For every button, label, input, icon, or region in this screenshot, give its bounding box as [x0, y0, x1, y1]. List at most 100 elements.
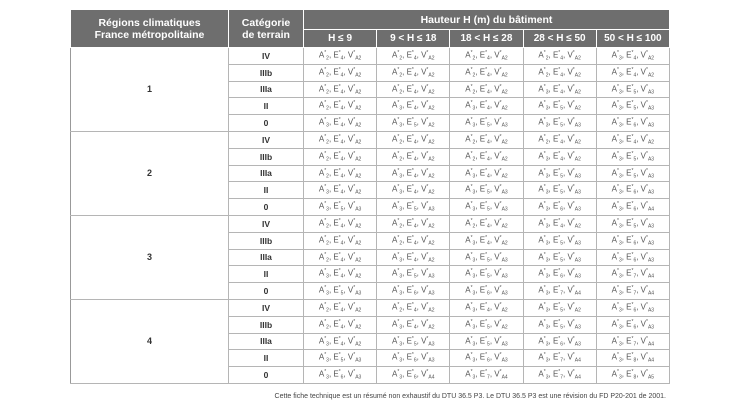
- classification-cell: A*3, E*7, V*A4: [522, 282, 597, 300]
- v-class: A3: [647, 122, 655, 129]
- v-class: A4: [574, 358, 581, 365]
- a-class: 2: [545, 139, 549, 146]
- a-class: 3: [545, 89, 549, 96]
- v-class: A3: [647, 106, 655, 113]
- e-class: 5: [560, 324, 564, 331]
- e-class: 4: [340, 139, 344, 146]
- v-class: A3: [647, 190, 655, 197]
- e-class: 5: [633, 106, 637, 113]
- classification-cell: A*3, E*6, V*A3: [595, 248, 671, 267]
- a-class: 3: [618, 206, 622, 213]
- classification-cell: A*3, E*4, V*A2: [449, 164, 524, 183]
- v-class: A4: [574, 290, 581, 297]
- header-category-line2: de terrain: [242, 28, 290, 41]
- table-row: IIIa A*3, E*4, V*A2 A*3, E*5, V*A3 A*3, E*5…: [71, 332, 671, 351]
- classification-cell: A*3, E*4, V*A2: [302, 181, 378, 200]
- a-class: 3: [399, 173, 403, 180]
- e-class: 4: [633, 139, 637, 146]
- e-class: 4: [633, 55, 637, 62]
- v-class: A2: [574, 55, 581, 62]
- region-label: 4: [70, 298, 229, 384]
- v-class: A3: [574, 341, 581, 348]
- classification-cell: A*3, E*5, V*A3: [449, 181, 524, 200]
- table-row: II A*3, E*4, V*A2 A*3, E*4, V*A2 A*3, E*5, …: [71, 181, 671, 200]
- classification-cell: A*3, E*6, V*A3: [376, 349, 451, 368]
- e-class: 5: [633, 156, 637, 163]
- e-class: 6: [413, 374, 417, 381]
- e-class: 4: [413, 307, 417, 314]
- v-class: A3: [355, 206, 362, 213]
- a-class: 3: [399, 290, 403, 297]
- terrain-category: IIIa: [228, 332, 304, 351]
- v-class: A2: [574, 139, 581, 146]
- e-class: 4: [560, 89, 564, 96]
- v-class: A2: [501, 173, 508, 180]
- a-class: 2: [399, 89, 403, 96]
- v-class: A3: [574, 206, 581, 213]
- a-class: 3: [618, 106, 622, 113]
- a-class: 3: [399, 190, 403, 197]
- a-class: 3: [618, 190, 622, 197]
- v-class: A3: [501, 190, 508, 197]
- e-class: 4: [413, 89, 417, 96]
- terrain-category: II: [228, 349, 304, 368]
- a-class: 3: [618, 156, 622, 163]
- table-row: IIIb A*2, E*4, V*A2 A*3, E*4, V*A2 A*3, E*5…: [71, 315, 671, 334]
- a-class: 2: [326, 156, 329, 163]
- v-class: A2: [355, 240, 362, 247]
- a-class: 2: [399, 223, 403, 230]
- v-class: A2: [428, 156, 435, 163]
- v-class: A2: [428, 324, 435, 331]
- e-class: 4: [340, 55, 344, 62]
- classification-cell: A*3, E*4, V*A2: [302, 265, 378, 284]
- terrain-category: IIIa: [228, 248, 304, 267]
- e-class: 5: [487, 257, 490, 264]
- classification-cell: A*2, E*4, V*A2: [376, 298, 451, 317]
- classification-cell: A*3, E*6, V*A3: [522, 265, 597, 284]
- v-class: A2: [355, 274, 362, 281]
- e-class: 4: [413, 156, 417, 163]
- classification-cell: A*2, E*4, V*A2: [449, 147, 524, 166]
- classification-cell: A*3, E*5, V*A3: [595, 214, 671, 233]
- v-class: A4: [501, 374, 508, 381]
- classification-cell: A*3, E*6, V*A4: [595, 198, 671, 216]
- a-class: 2: [326, 257, 329, 264]
- terrain-category: IIIb: [228, 147, 304, 166]
- classification-cell: A*3, E*4, V*A2: [376, 315, 451, 334]
- a-class: 3: [618, 274, 622, 281]
- v-class: A2: [501, 89, 508, 96]
- v-class: A3: [647, 324, 655, 331]
- e-class: 6: [633, 257, 637, 264]
- e-class: 5: [633, 89, 637, 96]
- a-class: 3: [399, 257, 403, 264]
- header-height-group: Hauteur H (m) du bâtiment: [303, 9, 670, 30]
- v-class: A2: [428, 223, 435, 230]
- terrain-category: IV: [228, 130, 304, 149]
- v-class: A2: [355, 156, 362, 163]
- classification-table: Régions climatiques France métropolitain…: [70, 9, 671, 384]
- v-class: A3: [355, 290, 362, 297]
- a-class: 3: [545, 156, 549, 163]
- e-class: 4: [487, 106, 490, 113]
- terrain-category: IV: [228, 214, 304, 233]
- v-class: A2: [355, 55, 362, 62]
- e-class: 5: [413, 341, 417, 348]
- e-class: 5: [560, 307, 564, 314]
- v-class: A2: [574, 106, 581, 113]
- header-category: Catégorie de terrain: [228, 9, 304, 48]
- a-class: 2: [326, 89, 329, 96]
- v-class: A2: [355, 122, 362, 129]
- v-class: A2: [428, 55, 435, 62]
- classification-cell: A*2, E*4, V*A2: [449, 47, 524, 65]
- a-class: 3: [326, 358, 329, 365]
- classification-cell: A*2, E*4, V*A2: [376, 47, 451, 65]
- v-class: A2: [355, 89, 362, 96]
- terrain-category: IIIa: [228, 164, 304, 183]
- e-class: 4: [487, 173, 490, 180]
- a-class: 3: [326, 206, 329, 213]
- classification-cell: A*3, E*4, V*A2: [595, 130, 671, 149]
- v-class: A2: [574, 89, 581, 96]
- e-class: 7: [633, 341, 637, 348]
- classification-cell: A*2, E*4, V*A2: [376, 214, 451, 233]
- classification-cell: A*2, E*4, V*A2: [449, 63, 524, 82]
